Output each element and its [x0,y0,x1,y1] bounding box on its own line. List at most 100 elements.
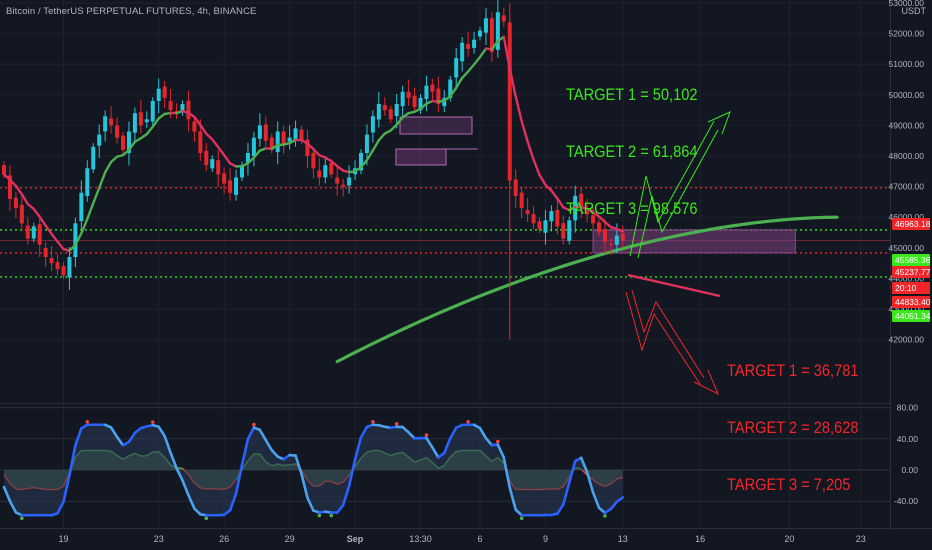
candle-body [37,224,42,245]
fast-ma-segment [544,183,553,192]
candle-body [347,177,352,186]
candle-body [620,233,625,241]
oscillator-sell-dot [150,420,155,424]
consolidation-box-1 [399,116,473,135]
fast-ma-segment [520,119,529,143]
candle-body [323,165,328,178]
oscillator-buy-dot [317,513,322,518]
fast-ma-segment [222,153,232,165]
candle-body [55,262,60,270]
oscillator-wave-segment [591,491,601,510]
time-tick-label: 19 [58,534,68,544]
fast-ma-segment [359,158,369,169]
candle-body [555,210,560,227]
price-tick-label: 42000.00 [889,335,925,345]
time-tick-label: 23 [856,534,866,544]
price-label-text: 46963.18 [895,219,931,229]
oscillator-buy-dot [20,516,24,521]
candle-body [537,221,542,230]
fast-ma-segment [502,35,511,70]
candle-body [269,137,274,150]
candle-body [478,30,482,37]
candle-body [359,152,363,171]
fast-ma-segment [8,178,18,188]
bearish-projection-arrow [625,289,719,396]
candle-body [257,125,262,139]
time-tick-label: 13:30 [409,534,432,544]
fast-ma-segment [455,76,464,89]
fast-moving-average [2,35,624,253]
candle-body [204,150,209,166]
candle-body [43,247,48,258]
candle-body [436,88,441,105]
time-tick-label: 20 [784,534,794,544]
price-label-box [892,282,930,294]
candle-body [13,197,18,209]
candle-body [341,184,346,187]
oscillator-wave-segment [68,443,77,477]
price-tick-label: 51000.00 [889,59,925,69]
oscillator-sell-dot [394,422,399,426]
candle-body [192,121,197,132]
fast-ma-segment [538,173,547,187]
time-tick-label: 9 [543,534,548,544]
oscillator-sell-dot [424,433,429,437]
candle-body [263,124,268,141]
currency-label[interactable]: USDT [901,6,927,16]
oscillator-wave-segment [228,492,238,512]
oscillator-sell-dot [466,419,470,424]
fast-ma-segment [449,86,458,98]
fast-ma-segment [20,193,29,206]
fast-ma-segment [97,171,107,190]
price-tick-label: 45000.00 [889,243,925,253]
fast-ma-segment [306,142,315,151]
candle-body [115,125,120,138]
candle-body [138,112,143,126]
price-label-box [892,266,930,278]
fast-ma-segment [38,215,47,227]
candle-body [299,129,304,141]
price-label-box [892,254,930,266]
candle-body [531,214,536,224]
candle-body [317,170,322,178]
fast-ma-segment [193,115,202,127]
oscillator-wave-segment [294,454,303,476]
fast-ma-segment [371,139,381,152]
candle-body [382,105,387,111]
fast-ma-segment [32,207,41,219]
candle-body [31,226,36,239]
candle-body [168,101,173,111]
oscillator-wave-segment [556,503,565,515]
candle-body [49,258,54,264]
oscillator-wave-segment [175,466,184,482]
candle-body [394,104,399,117]
price-labels: 46963.18 45585.36 45237.77 20:10 44833.40 440… [892,218,931,322]
chart-title: Bitcoin / TetherUS PERPETUAL FUTURES, 4h… [6,6,257,17]
price-label-text: 20:10 [895,283,917,293]
fast-ma-segment [151,117,160,128]
candle-body [448,79,453,98]
oscillator-wave-segment [407,431,416,440]
oscillator-wave-segment [579,456,589,474]
candle-body [7,175,12,199]
oscillator-wave-segment [270,448,280,458]
fast-ma-extension [627,273,721,298]
oscillator-wave-segment [74,427,83,447]
price-tick-label: 50000.00 [889,90,925,100]
fast-ma-segment [205,132,214,141]
fast-ma-segment [330,159,339,168]
candle-body [61,266,66,276]
fast-ma-segment [336,164,345,172]
candle-body [585,211,590,215]
candle-body [156,88,161,101]
fast-ma-segment [44,224,53,236]
oscillator-wave-segment [442,436,452,455]
candle-body [293,128,298,141]
fast-ma-segment [490,39,500,51]
oscillator-wave-segment [258,428,268,442]
oscillator-buy-dot [519,516,524,521]
fast-ma-segment [109,155,119,164]
candle-body [376,104,381,120]
candle-body [210,159,215,169]
